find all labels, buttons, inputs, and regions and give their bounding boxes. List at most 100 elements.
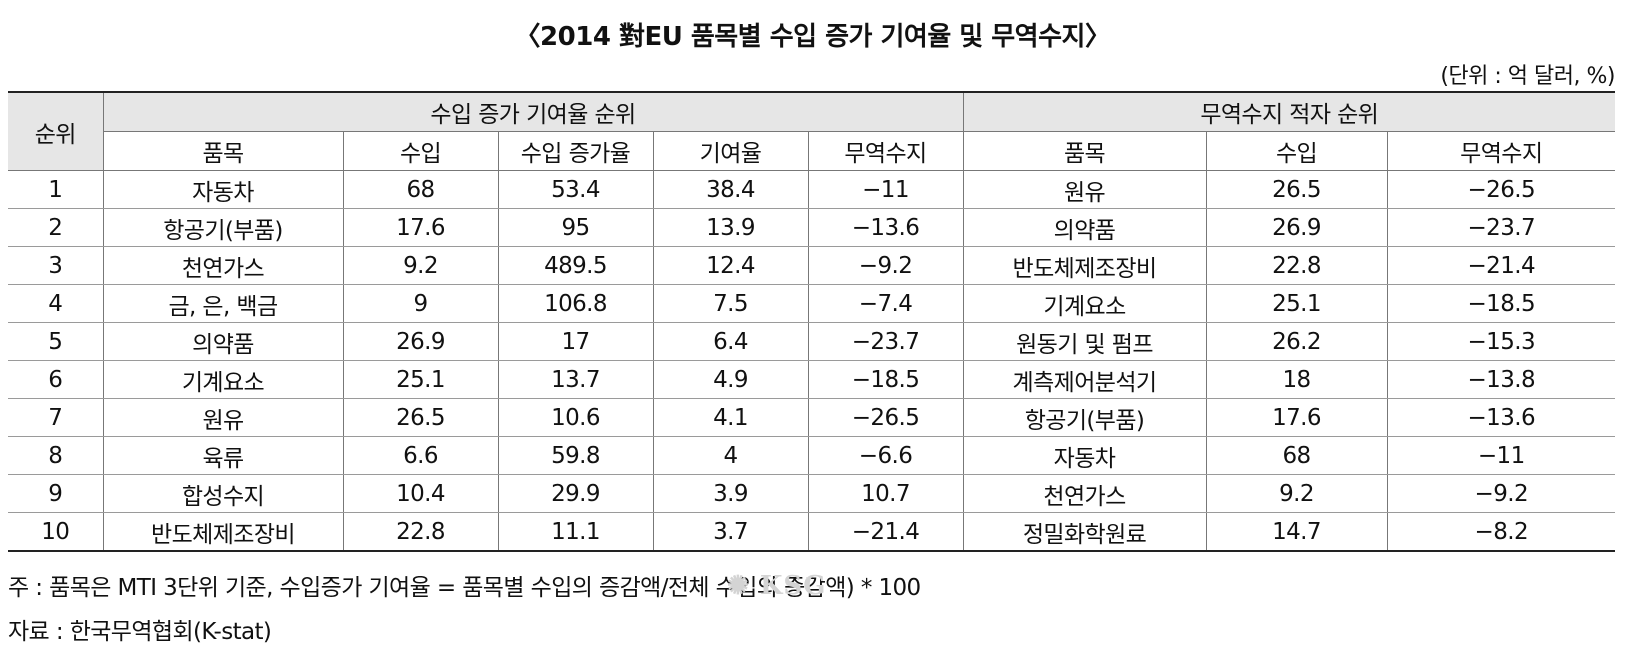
- right-balance-cell: −15.3: [1386, 322, 1616, 361]
- left-import-cell: 9.2: [342, 246, 498, 285]
- rank-header: 순위: [8, 91, 103, 171]
- table-title: 〈2014 對EU 품목별 수입 증가 기여율 및 무역수지〉: [514, 22, 1111, 52]
- table-row: 1 자동차 68 53.4 38.4 −11 원유 26.5 −26.5: [8, 170, 1616, 209]
- left-balance-cell: −21.4: [807, 512, 964, 552]
- right-item-cell: 원유: [962, 170, 1207, 209]
- left-import-cell: 26.5: [342, 398, 498, 437]
- right-balance-cell: −13.8: [1386, 360, 1616, 399]
- right-import-cell: 26.9: [1205, 208, 1388, 247]
- right-balance-cell: −26.5: [1386, 170, 1616, 209]
- right-balance-cell: −21.4: [1386, 246, 1616, 285]
- left-item-cell: 금, 은, 백금: [102, 284, 343, 323]
- left-item-cell: 항공기(부품): [102, 208, 343, 247]
- left-item-cell: 자동차: [102, 170, 343, 209]
- right-item-cell: 천연가스: [962, 474, 1207, 513]
- left-import-cell: 25.1: [342, 360, 498, 399]
- rank-cell: 6: [8, 360, 103, 399]
- rank-cell: 3: [8, 246, 103, 285]
- source-note: 자료 : 한국무역협회(K-stat): [8, 619, 272, 645]
- col-header-left-contrib: 기여율: [652, 131, 808, 171]
- left-growth-cell: 29.9: [497, 474, 653, 513]
- rank-cell: 4: [8, 284, 103, 323]
- rank-cell: 1: [8, 170, 103, 209]
- left-balance-cell: −9.2: [807, 246, 964, 285]
- left-import-cell: 17.6: [342, 208, 498, 247]
- rank-cell: 2: [8, 208, 103, 247]
- left-contrib-cell: 3.7: [652, 512, 808, 552]
- right-import-cell: 26.2: [1205, 322, 1388, 361]
- left-item-cell: 천연가스: [102, 246, 343, 285]
- left-group-header: 수입 증가 기여율 순위: [102, 91, 964, 132]
- left-contrib-cell: 3.9: [652, 474, 808, 513]
- right-item-cell: 원동기 및 펌프: [962, 322, 1207, 361]
- column-header-row: 품목 수입 수입 증가율 기여율 무역수지 품목 수입 무역수지: [8, 131, 1616, 171]
- left-balance-cell: −13.6: [807, 208, 964, 247]
- right-import-cell: 18: [1205, 360, 1388, 399]
- right-import-cell: 17.6: [1205, 398, 1388, 437]
- right-import-cell: 14.7: [1205, 512, 1388, 552]
- unit-note: (단위 : 억 달러, %): [1440, 64, 1615, 89]
- right-item-cell: 기계요소: [962, 284, 1207, 323]
- left-growth-cell: 489.5: [497, 246, 653, 285]
- left-balance-cell: −26.5: [807, 398, 964, 437]
- right-item-cell: 반도체제조장비: [962, 246, 1207, 285]
- col-header-left-balance: 무역수지: [807, 131, 964, 171]
- right-import-cell: 68: [1205, 436, 1388, 475]
- left-balance-cell: −7.4: [807, 284, 964, 323]
- left-item-cell: 합성수지: [102, 474, 343, 513]
- right-import-cell: 25.1: [1205, 284, 1388, 323]
- left-item-cell: 육류: [102, 436, 343, 475]
- col-header-left-item: 품목: [102, 131, 343, 171]
- col-header-left-growth: 수입 증가율: [497, 131, 653, 171]
- table-row: 9 합성수지 10.4 29.9 3.9 10.7 천연가스 9.2 −9.2: [8, 474, 1616, 513]
- left-item-cell: 기계요소: [102, 360, 343, 399]
- table-row: 2 항공기(부품) 17.6 95 13.9 −13.6 의약품 26.9 −23.7: [8, 208, 1616, 247]
- right-group-header: 무역수지 적자 순위: [962, 91, 1616, 132]
- table-row: 7 원유 26.5 10.6 4.1 −26.5 항공기(부품) 17.6 −13.6: [8, 398, 1616, 437]
- left-item-cell: 반도체제조장비: [102, 512, 343, 552]
- rank-cell: 5: [8, 322, 103, 361]
- group-header-row: 순위 수입 증가 기여율 순위 무역수지 적자 순위: [8, 91, 1616, 171]
- right-balance-cell: −18.5: [1386, 284, 1616, 323]
- right-balance-cell: −23.7: [1386, 208, 1616, 247]
- right-balance-cell: −13.6: [1386, 398, 1616, 437]
- left-growth-cell: 95: [497, 208, 653, 247]
- left-balance-cell: 10.7: [807, 474, 964, 513]
- left-growth-cell: 13.7: [497, 360, 653, 399]
- right-import-cell: 22.8: [1205, 246, 1388, 285]
- left-import-cell: 6.6: [342, 436, 498, 475]
- right-item-cell: 자동차: [962, 436, 1207, 475]
- table-row: 3 천연가스 9.2 489.5 12.4 −9.2 반도체제조장비 22.8 −21.4: [8, 246, 1616, 285]
- table-row: 6 기계요소 25.1 13.7 4.9 −18.5 계측제어분석기 18 −13.8: [8, 360, 1616, 399]
- right-balance-cell: −8.2: [1386, 512, 1616, 552]
- footnote: 주 : 품목은 MTI 3단위 기준, 수입증가 기여율 = 품목별 수입의 증…: [8, 575, 921, 601]
- right-balance-cell: −11: [1386, 436, 1616, 475]
- rank-cell: 7: [8, 398, 103, 437]
- left-contrib-cell: 12.4: [652, 246, 808, 285]
- table-row: 4 금, 은, 백금 9 106.8 7.5 −7.4 기계요소 25.1 −18.5: [8, 284, 1616, 323]
- left-contrib-cell: 13.9: [652, 208, 808, 247]
- left-growth-cell: 59.8: [497, 436, 653, 475]
- col-header-right-item: 품목: [962, 131, 1207, 171]
- rank-cell: 8: [8, 436, 103, 475]
- col-header-left-import: 수입: [342, 131, 498, 171]
- col-header-right-balance: 무역수지: [1386, 131, 1616, 171]
- left-balance-cell: −11: [807, 170, 964, 209]
- right-item-cell: 의약품: [962, 208, 1207, 247]
- left-growth-cell: 11.1: [497, 512, 653, 552]
- table-row: 8 육류 6.6 59.8 4 −6.6 자동차 68 −11: [8, 436, 1616, 475]
- left-contrib-cell: 4.9: [652, 360, 808, 399]
- left-balance-cell: −6.6: [807, 436, 964, 475]
- right-import-cell: 9.2: [1205, 474, 1388, 513]
- right-item-cell: 계측제어분석기: [962, 360, 1207, 399]
- rank-cell: 9: [8, 474, 103, 513]
- left-contrib-cell: 4: [652, 436, 808, 475]
- right-import-cell: 26.5: [1205, 170, 1388, 209]
- left-contrib-cell: 4.1: [652, 398, 808, 437]
- left-contrib-cell: 7.5: [652, 284, 808, 323]
- right-item-cell: 항공기(부품): [962, 398, 1207, 437]
- left-balance-cell: −23.7: [807, 322, 964, 361]
- left-item-cell: 의약품: [102, 322, 343, 361]
- left-import-cell: 22.8: [342, 512, 498, 552]
- left-import-cell: 10.4: [342, 474, 498, 513]
